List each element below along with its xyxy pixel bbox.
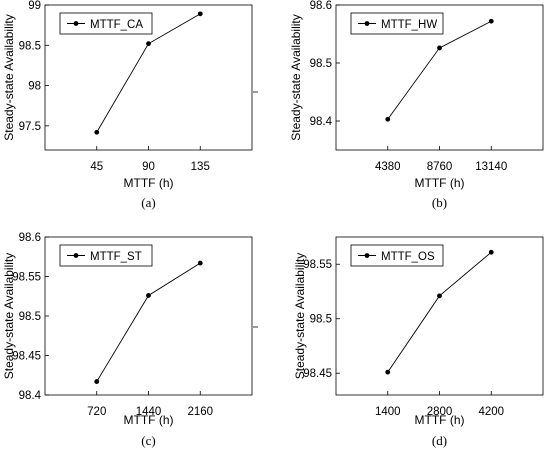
data-point — [385, 369, 391, 375]
x-axis-label: MTTF (h) — [124, 413, 174, 427]
data-point — [197, 11, 203, 17]
y-tick-label: 98.6 — [19, 232, 41, 244]
data-point — [488, 18, 494, 24]
legend-label: MTTF_ST — [90, 251, 142, 263]
x-tick-label: 135 — [191, 161, 210, 173]
y-tick-label: 98.45 — [12, 351, 41, 363]
series-line-mttf_os — [387, 251, 492, 373]
x-axis-label: MTTF (h) — [124, 176, 174, 190]
y-tick-label: 98 — [28, 81, 41, 93]
chart-panel-4: 98.45 98.5 98.55 1400 2800 4200 MTTF_OS MTTF (h… — [293, 236, 544, 448]
data-point — [94, 129, 100, 135]
series-line-mttf_st — [96, 262, 201, 382]
x-tick-label: 1400 — [375, 406, 401, 418]
y-tick-label: 98.5 — [19, 40, 41, 52]
y-tick-label: 98.5 — [310, 314, 332, 326]
data-point — [385, 116, 391, 122]
y-axis-label: Steady-state Availability — [2, 14, 16, 141]
y-axis-label: Steady-state Availability — [293, 253, 307, 380]
legend-box — [59, 12, 153, 35]
x-tick-label: 4200 — [478, 406, 504, 418]
y-tick-label: 98.4 — [310, 116, 333, 128]
x-tick-label: 90 — [142, 161, 155, 173]
legend-marker — [73, 21, 79, 26]
legend-label: MTTF_CA — [90, 19, 143, 31]
data-point — [94, 379, 100, 384]
y-axis-label: Steady-state Availability — [289, 14, 303, 141]
panel-caption: (c) — [141, 433, 155, 448]
chart-panel-3: 98.4 98.45 98.5 98.55 98.6 720 1440 2160 MTTF_ST… — [2, 232, 258, 448]
legend-marker — [364, 253, 370, 258]
data-point — [488, 249, 494, 255]
series-line-mttf_hw — [387, 20, 492, 120]
y-tick-label: 98.6 — [310, 0, 332, 12]
legend-marker — [364, 21, 370, 26]
data-point — [437, 293, 442, 299]
x-tick-label: 4380 — [375, 161, 401, 173]
chart-panel-1: 97.5 98 98.5 99 45 90 135 MTTF_CA MTTF (h) Steady… — [2, 0, 258, 210]
y-tick-label: 98.45 — [303, 368, 332, 380]
x-tick-label: 13140 — [475, 161, 507, 173]
x-tick-label: 2800 — [427, 406, 453, 418]
data-point — [197, 260, 203, 266]
panel-caption: (d) — [432, 433, 447, 448]
x-tick-label: 720 — [87, 406, 106, 418]
y-axis-label: Steady-state Availability — [2, 253, 16, 380]
y-tick-label: 98.4 — [19, 390, 42, 402]
legend-label: MTTF_OS — [381, 251, 435, 263]
y-tick-label: 97.5 — [19, 121, 41, 133]
data-point — [146, 41, 151, 47]
legend-marker — [73, 253, 79, 258]
legend-label: MTTF_HW — [381, 19, 437, 31]
panel-caption: (a) — [141, 195, 155, 210]
data-point — [146, 293, 151, 298]
legend-box — [350, 12, 444, 35]
x-tick-label: 2160 — [187, 406, 213, 418]
x-tick-label: 45 — [90, 161, 103, 173]
y-tick-label: 98.5 — [310, 58, 332, 70]
y-tick-label: 98.5 — [19, 311, 41, 323]
x-axis-label: MTTF (h) — [415, 413, 465, 427]
data-point — [437, 45, 442, 51]
chart-panel-2: 98.4 98.5 98.6 4380 8760 13140 MTTF_HW MTTF (h)… — [289, 0, 544, 210]
legend-box — [350, 244, 444, 267]
x-tick-label: 1440 — [136, 406, 162, 418]
y-tick-label: 99 — [28, 0, 41, 12]
x-axis-label: MTTF (h) — [415, 176, 465, 190]
x-tick-label: 8760 — [427, 161, 453, 173]
y-tick-label: 98.55 — [303, 259, 332, 271]
panel-caption: (b) — [432, 195, 447, 210]
y-tick-label: 98.55 — [12, 272, 41, 284]
legend-box — [59, 244, 153, 267]
